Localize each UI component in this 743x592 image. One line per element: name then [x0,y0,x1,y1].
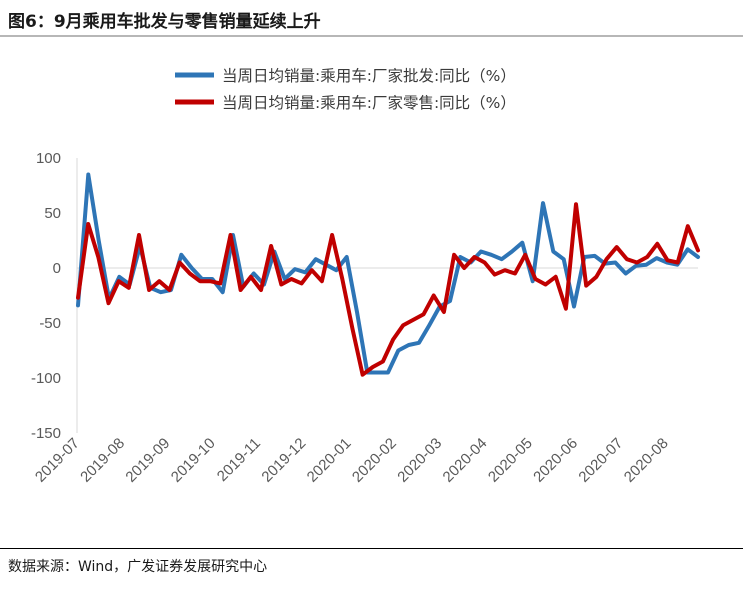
x-tick-label: 2019-07 [32,435,83,486]
x-tick-label: 2020-02 [349,435,400,486]
x-tick-label: 2019-11 [214,435,264,485]
y-tick-label: 100 [36,150,61,167]
x-tick-label: 2019-10 [168,435,219,486]
legend-label: 当周日均销量:乘用车:厂家批发:同比（%） [222,67,516,85]
title-divider [0,35,743,37]
x-tick-label: 2020-03 [394,435,445,486]
y-tick-label: 50 [44,205,61,222]
source-note: 数据来源：Wind，广发证券发展研究中心 [8,559,268,575]
plot-area [76,172,700,377]
x-tick-label: 2019-08 [77,435,128,486]
x-axis: 2019-072019-082019-092019-102019-112019-… [32,267,698,486]
x-tick-label: 2020-04 [440,435,491,486]
x-tick-label: 2020-07 [575,435,626,486]
figure-title: 图6：9月乘用车批发与零售销量延续上升 [8,12,321,32]
y-axis: 100 50 0 -50 -100 -150 [31,150,78,442]
chart-legend: 当周日均销量:乘用车:厂家批发:同比（%） 当周日均销量:乘用车:厂家零售:同比（… [175,67,516,112]
x-tick-label: 2020-06 [530,435,581,486]
series-line-retail [76,202,700,377]
x-tick-label: 2020-01 [304,435,355,486]
series-line-wholesale [76,172,700,375]
line-chart: 当周日均销量:乘用车:厂家批发:同比（%） 当周日均销量:乘用车:厂家零售:同比（… [31,67,700,486]
y-tick-label: 0 [53,260,61,277]
y-tick-label: -150 [31,425,61,442]
x-tick-label: 2020-05 [485,435,536,486]
x-tick-label: 2019-09 [122,435,173,486]
legend-label: 当周日均销量:乘用车:厂家零售:同比（%） [222,94,516,112]
x-tick-label: 2019-12 [258,435,309,486]
x-tick-label: 2020-08 [621,435,672,486]
footer-divider [0,548,743,549]
y-tick-label: -50 [39,315,61,332]
y-tick-label: -100 [31,370,61,387]
